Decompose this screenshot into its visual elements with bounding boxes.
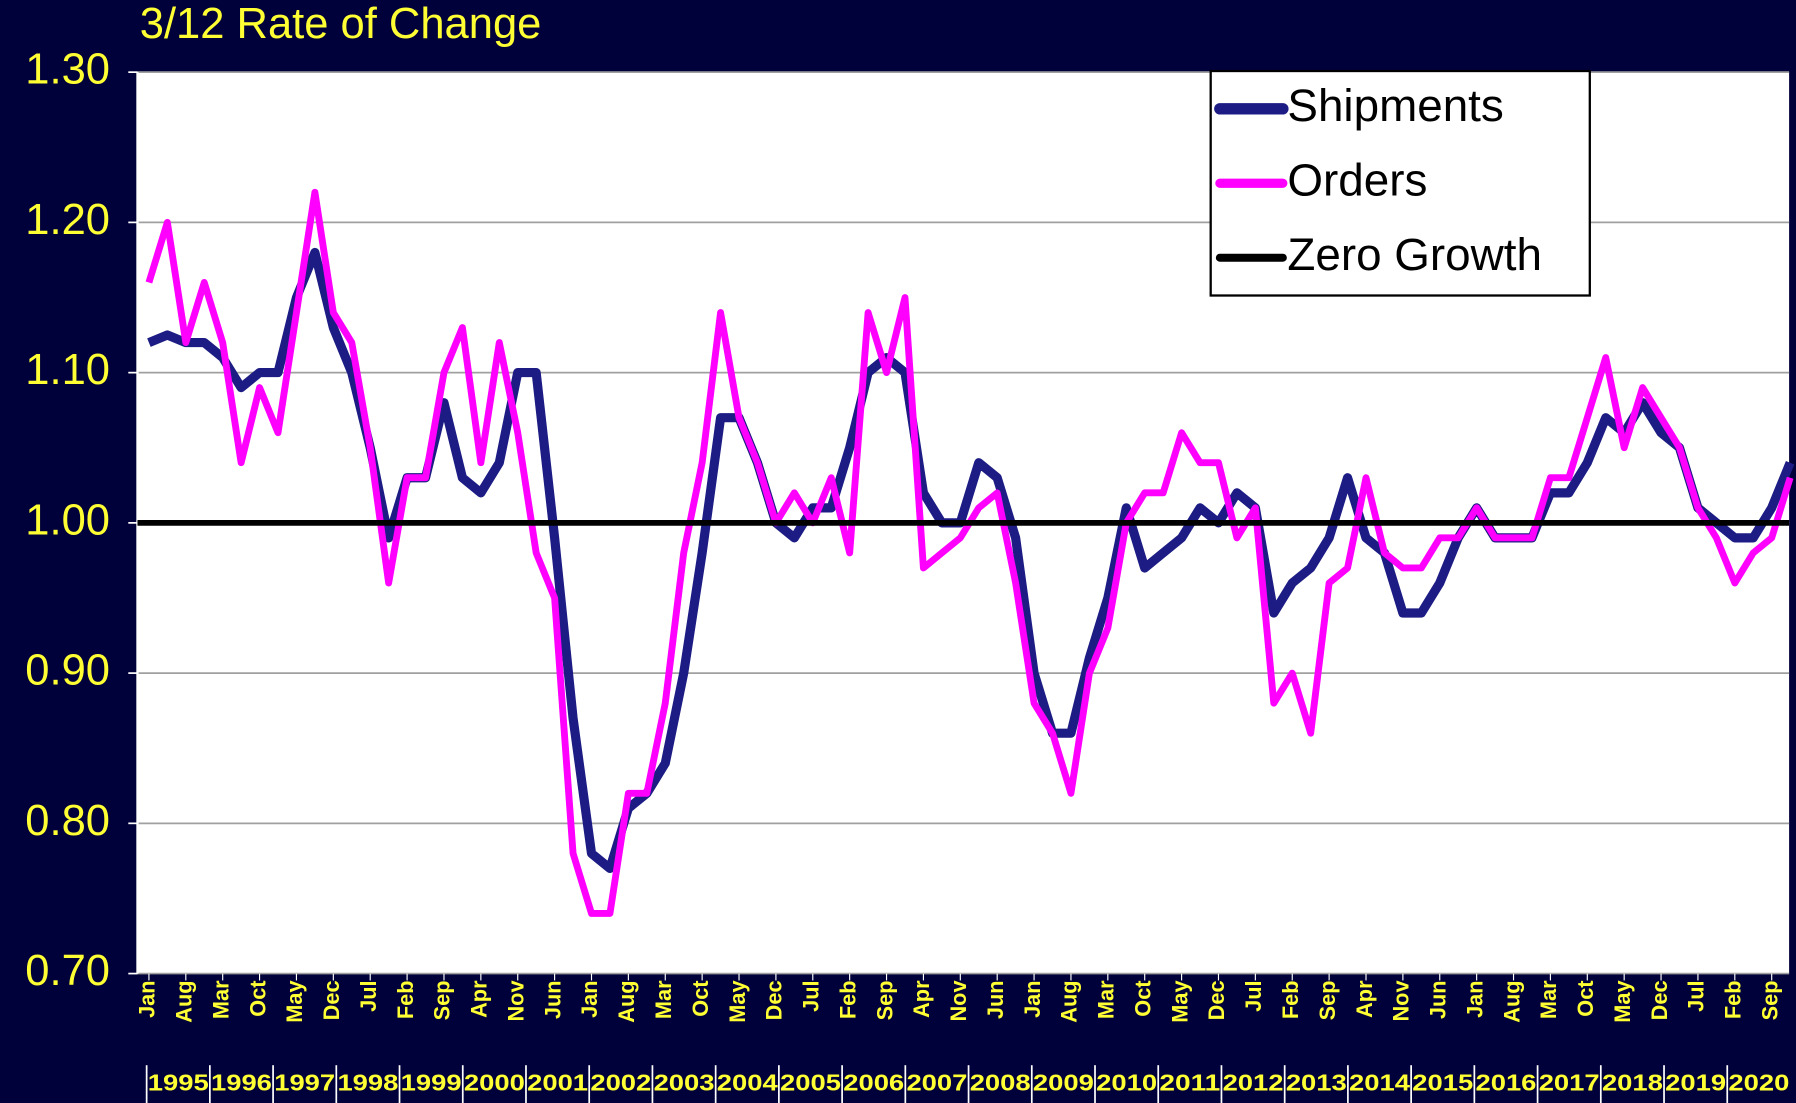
y-tick-label: 0.90 <box>25 647 110 695</box>
year-label: 1995 <box>148 1070 209 1096</box>
x-tick-label: Feb <box>393 980 418 1019</box>
year-label: 2018 <box>1602 1070 1663 1096</box>
x-tick-label: May <box>1167 980 1192 1022</box>
chart-title: 3/12 Rate of Change <box>140 0 542 48</box>
year-label: 2006 <box>843 1070 904 1096</box>
y-tick-label: 1.20 <box>25 196 110 244</box>
x-tick-label: Sep <box>430 980 455 1020</box>
year-label: 2000 <box>464 1070 525 1096</box>
x-tick-label: Dec <box>762 980 787 1020</box>
x-tick-label: Oct <box>1130 980 1155 1016</box>
x-tick-label: Jan <box>577 980 602 1017</box>
legend-label: Zero Growth <box>1287 229 1542 280</box>
x-tick-label: Jul <box>799 980 824 1011</box>
y-tick-label: 1.10 <box>25 346 110 394</box>
x-tick-label: Jun <box>1426 980 1451 1019</box>
x-tick-label: Jan <box>1462 980 1487 1017</box>
y-tick-label: 1.00 <box>25 496 110 544</box>
year-label: 2002 <box>590 1070 651 1096</box>
year-label: 2010 <box>1096 1070 1157 1096</box>
year-label: 2008 <box>970 1070 1031 1096</box>
x-tick-label: Apr <box>1352 980 1377 1018</box>
year-label: 2003 <box>654 1070 715 1096</box>
x-tick-label: Feb <box>1721 980 1746 1019</box>
year-label: 2011 <box>1159 1070 1220 1096</box>
year-label: 2017 <box>1539 1070 1600 1096</box>
x-tick-label: Feb <box>1278 980 1303 1019</box>
year-label: 2019 <box>1665 1070 1726 1096</box>
x-tick-label: Jul <box>1684 980 1709 1011</box>
x-tick-label: Jan <box>135 980 160 1017</box>
x-tick-label: Aug <box>1499 980 1524 1022</box>
x-tick-label: Oct <box>1573 980 1598 1016</box>
x-tick-label: Nov <box>1389 980 1414 1021</box>
year-label: 1997 <box>274 1070 335 1096</box>
x-tick-label: Aug <box>614 980 639 1022</box>
x-tick-label: May <box>725 980 750 1022</box>
x-tick-label: Sep <box>1315 980 1340 1020</box>
year-label: 2009 <box>1033 1070 1094 1096</box>
x-tick-label: Apr <box>467 980 492 1018</box>
x-tick-label: Mar <box>1094 980 1119 1019</box>
x-tick-label: Feb <box>835 980 860 1019</box>
x-tick-label: Dec <box>1647 980 1672 1020</box>
legend-label: Shipments <box>1287 80 1503 131</box>
x-tick-label: Sep <box>1757 980 1782 1020</box>
x-tick-label: Mar <box>651 980 676 1019</box>
x-tick-label: Jun <box>540 980 565 1019</box>
y-tick-label: 0.70 <box>25 947 110 995</box>
year-label: 1996 <box>211 1070 272 1096</box>
year-label: 2013 <box>1286 1070 1347 1096</box>
x-tick-label: Aug <box>172 980 197 1022</box>
year-label: 2012 <box>1223 1070 1284 1096</box>
x-tick-label: Dec <box>319 980 344 1020</box>
x-tick-label: Dec <box>1204 980 1229 1020</box>
year-label: 2016 <box>1476 1070 1537 1096</box>
x-tick-label: Mar <box>208 980 233 1019</box>
x-tick-label: Sep <box>872 980 897 1020</box>
legend: Shipments Orders Zero Growth <box>1209 69 1591 297</box>
x-tick-label: Mar <box>1536 980 1561 1019</box>
y-tick-label: 0.80 <box>25 797 110 845</box>
x-tick-label: Jun <box>983 980 1008 1019</box>
x-tick-label: Oct <box>688 980 713 1016</box>
x-tick-label: Oct <box>245 980 270 1016</box>
x-tick-label: Aug <box>1057 980 1082 1022</box>
year-label: 1999 <box>401 1070 462 1096</box>
x-tick-label: Jul <box>356 980 381 1011</box>
x-tick-label: Apr <box>909 980 934 1018</box>
x-tick-label: Jul <box>1241 980 1266 1011</box>
year-label: 2014 <box>1349 1070 1410 1096</box>
x-tick-label: Nov <box>946 980 971 1021</box>
year-label: 2007 <box>906 1070 967 1096</box>
x-tick-label: May <box>282 980 307 1022</box>
x-tick-label: Nov <box>503 980 528 1021</box>
year-label: 1998 <box>337 1070 398 1096</box>
year-label: 2004 <box>717 1070 778 1096</box>
legend-label: Orders <box>1287 154 1427 205</box>
year-label: 2020 <box>1728 1070 1789 1096</box>
year-label: 2015 <box>1412 1070 1473 1096</box>
year-label: 2001 <box>527 1070 588 1096</box>
x-tick-label: May <box>1610 980 1635 1022</box>
y-tick-label: 1.30 <box>25 46 110 94</box>
year-label: 2005 <box>780 1070 841 1096</box>
x-tick-label: Jan <box>1020 980 1045 1017</box>
